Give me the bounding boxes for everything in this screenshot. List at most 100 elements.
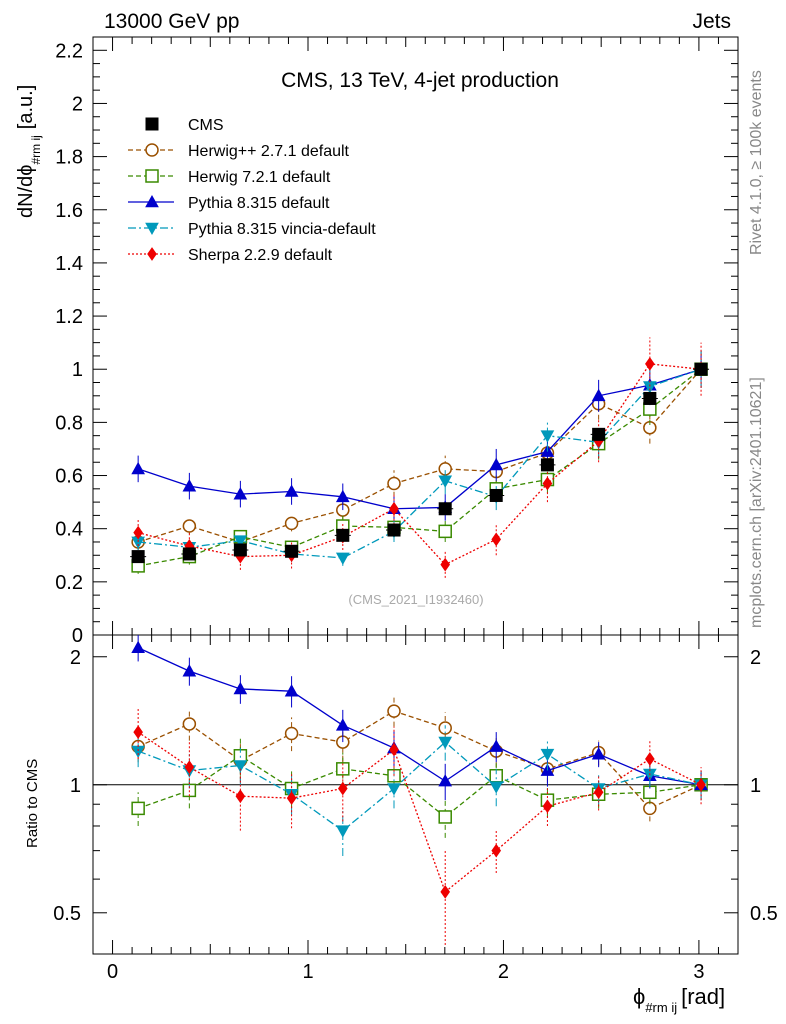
y-tick-label-ratio: 2 (70, 647, 81, 669)
main-series-line (138, 368, 702, 559)
main-data-point (645, 357, 655, 371)
main-series-0 (130, 362, 710, 564)
rivet-label: Rivet 4.1.0, ≥ 100k events (748, 70, 765, 255)
ratio-data-point (133, 725, 143, 739)
x-label-unit: [rad] (681, 984, 725, 1009)
main-data-point (233, 535, 248, 548)
legend-marker (145, 169, 159, 183)
ratio-data-point (438, 736, 453, 750)
y-tick-label-main: 0.6 (55, 466, 83, 488)
main-data-point (438, 502, 452, 516)
main-data-point (542, 476, 553, 491)
main-data-point (336, 528, 350, 542)
y-tick-label-main: 1.4 (55, 253, 83, 275)
ratio-data-point (233, 760, 248, 773)
ratio-series-5 (133, 708, 706, 945)
main-series-3 (131, 350, 708, 523)
ratio-series-group (131, 635, 708, 945)
legend-item: Herwig++ 2.7.1 default (128, 143, 350, 160)
y-tick-label-main: 2 (72, 93, 83, 115)
ratio-series-line (137, 731, 702, 893)
main-series-line (137, 368, 702, 510)
ratio-data-point (438, 774, 453, 787)
main-data-point (592, 427, 606, 441)
y-axis-label-main: dN/dϕ#rm ij [a.u.] (15, 85, 43, 218)
ratio-data-point (540, 748, 555, 762)
legend-item: Pythia 8.315 vincia-default (128, 221, 376, 238)
main-data-point (131, 461, 145, 475)
main-axis-ticks: 0 0.2 0.4 0.6 0.8 1 1.2 1.4 1.6 1.8 2 2.2 (55, 36, 738, 647)
y-tick-label-main: 2.2 (55, 40, 83, 62)
ratio-series-3 (131, 635, 708, 801)
main-data-point (440, 557, 451, 572)
ratio-data-point (593, 785, 604, 800)
ratio-data-point (489, 781, 504, 794)
chart-title: CMS, 13 TeV, 4-jet production (281, 69, 559, 92)
ratio-data-point (645, 752, 655, 766)
ratio-data-point (387, 783, 401, 796)
header-right-label: Jets (692, 10, 731, 33)
legend-label: CMS (188, 117, 224, 134)
main-series-line (138, 368, 702, 567)
ratio-data-point (489, 739, 504, 752)
mcplots-label: mcplots.cern.ch [arXiv:2401.10621] (748, 377, 765, 628)
y-tick-label-main: 0.8 (55, 412, 83, 434)
main-data-point (182, 479, 197, 492)
ratio-data-point (591, 747, 606, 760)
main-data-point (387, 476, 401, 491)
main-series-group (130, 337, 710, 578)
ratio-data-point (284, 684, 299, 697)
main-data-point (182, 519, 197, 533)
legend-item: Sherpa 2.2.9 default (128, 247, 333, 264)
main-data-point (489, 457, 504, 471)
y-tick-label-ratio-right: 0.5 (750, 903, 778, 925)
main-data-point (387, 523, 401, 537)
legend-item: CMS (145, 117, 224, 134)
svg-text:ϕ#rm ij[rad]: ϕ#rm ij [rad] (633, 984, 725, 1015)
main-data-point (694, 362, 708, 376)
main-data-point (491, 532, 502, 547)
main-data-point (438, 475, 453, 488)
svg-text:dN/dϕ#rm ij[a.u.]: dN/dϕ#rm ij [a.u.] (15, 85, 43, 218)
x-tick-label: 3 (693, 961, 704, 983)
main-data-point (284, 516, 299, 531)
main-data-point (285, 544, 299, 558)
legend-label: Herwig++ 2.7.1 default (188, 143, 350, 160)
main-data-point (438, 524, 452, 539)
main-data-point (233, 487, 248, 500)
ratio-data-point (184, 760, 195, 775)
ratio-data-point (233, 681, 248, 695)
y-tick-label-main: 1 (72, 359, 83, 381)
legend-item: Herwig 7.2.1 default (128, 169, 331, 186)
ratio-data-point (491, 843, 502, 858)
main-data-point (284, 484, 299, 497)
y-label-main-unit: [a.u.] (15, 85, 37, 129)
main-series-line (137, 368, 702, 543)
legend: CMS Herwig++ 2.7.1 default Herwig 7.2.1 de… (128, 117, 376, 264)
legend-marker (145, 117, 159, 131)
main-data-point (233, 543, 247, 557)
main-data-point (335, 489, 350, 503)
y-tick-label-main: 1.6 (55, 200, 83, 222)
ratio-data-point (335, 718, 350, 731)
main-series-5 (133, 337, 706, 578)
main-data-point (335, 552, 350, 565)
ratio-data-point (389, 742, 399, 757)
main-data-point (643, 391, 657, 405)
y-label-main-text: dN/dϕ (15, 165, 37, 218)
main-data-point (389, 501, 399, 516)
y-tick-label-ratio: 1 (70, 775, 81, 797)
x-tick-label: 1 (302, 961, 313, 983)
main-data-point (182, 547, 196, 561)
ratio-data-point (542, 799, 553, 814)
x-axis-label: ϕ#rm ij [rad] (633, 984, 725, 1015)
ratio-data-point (438, 810, 452, 824)
main-series-1 (131, 350, 708, 550)
y-tick-label-ratio-right: 1 (750, 775, 761, 797)
ratio-series-line (137, 710, 702, 810)
ratio-data-point (387, 704, 401, 718)
ratio-series-1 (131, 696, 708, 822)
main-data-point (489, 488, 503, 502)
main-series-4 (131, 350, 708, 566)
y-axis-label-ratio: Ratio to CMS (24, 759, 41, 848)
